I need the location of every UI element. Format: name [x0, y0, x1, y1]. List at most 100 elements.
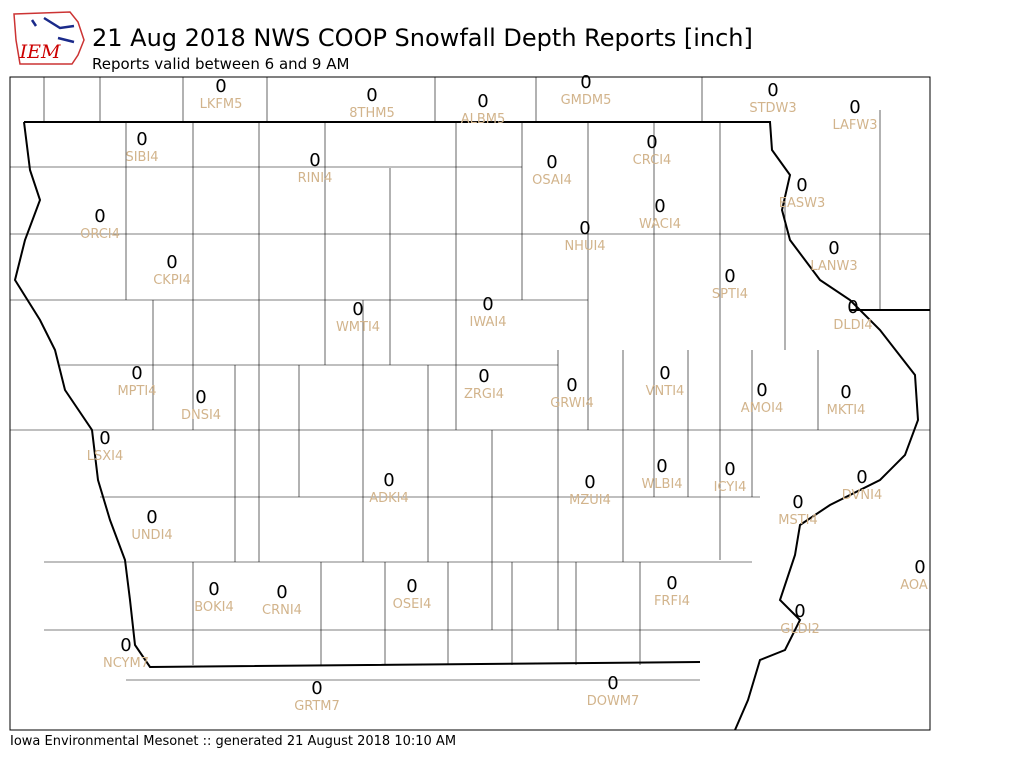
station-value: 0: [546, 152, 557, 173]
station-label: CRNI4: [262, 603, 302, 618]
station-value: 0: [383, 470, 394, 491]
station-value: 0: [724, 266, 735, 287]
station-label: ZRGI4: [464, 387, 504, 402]
station-value: 0: [856, 467, 867, 488]
station-label: FRFI4: [654, 594, 690, 609]
station-value: 0: [99, 428, 110, 449]
station-value: 0: [646, 132, 657, 153]
logo-shape: [13, 11, 85, 65]
logo-symbol: [30, 16, 75, 44]
iowa-border: [13, 121, 920, 731]
station-label: ALBM5: [461, 112, 506, 127]
station-value: 0: [94, 206, 105, 227]
station-value: 0: [656, 456, 667, 477]
subtitle: Reports valid between 6 and 9 AM: [92, 55, 349, 73]
basemap: [9, 76, 931, 731]
station-value: 0: [724, 459, 735, 480]
station-value: 0: [131, 363, 142, 384]
station-label: DVNI4: [842, 488, 883, 503]
station-label: NHUI4: [564, 239, 605, 254]
station-label: UNDI4: [131, 528, 172, 543]
station-label: GRWI4: [550, 396, 594, 411]
station-value: 0: [840, 382, 851, 403]
station-label: ICYI4: [714, 480, 747, 495]
station-value: 0: [828, 238, 839, 259]
logo-text: IEM: [19, 41, 61, 63]
title: 21 Aug 2018 NWS COOP Snowfall Depth Repo…: [92, 24, 753, 52]
station-value: 0: [666, 573, 677, 594]
station-label: LAFW3: [832, 118, 877, 133]
station-value: 0: [794, 601, 805, 622]
station-value: 0: [276, 582, 287, 603]
station-value: 0: [366, 85, 377, 106]
station-label: BOKI4: [194, 600, 234, 615]
station-label: MKTI4: [827, 403, 866, 418]
station-label: DLDI4: [833, 318, 872, 333]
county-lines: [10, 77, 930, 681]
footer: Iowa Environmental Mesonet :: generated …: [10, 734, 456, 749]
station-value: 0: [654, 196, 665, 217]
map-frame: [9, 76, 931, 731]
station-label: CRCI4: [633, 153, 672, 168]
station-value: 0: [309, 150, 320, 171]
station-value: 0: [566, 375, 577, 396]
station-value: 0: [120, 635, 131, 656]
station-label: VNTI4: [646, 384, 685, 399]
station-label: MZUI4: [569, 493, 611, 508]
station-label: RINI4: [298, 171, 333, 186]
station-label: OSAI4: [532, 173, 572, 188]
station-value: 0: [136, 129, 147, 150]
station-label: GMDM5: [561, 93, 612, 108]
station-value: 0: [580, 72, 591, 93]
station-label: ADKI4: [369, 491, 409, 506]
station-label: ORCI4: [80, 227, 120, 242]
station-label: GRTM7: [294, 699, 340, 714]
station-value: 0: [914, 557, 925, 578]
station-value: 0: [792, 492, 803, 513]
station-value: 0: [166, 252, 177, 273]
station-label: WMTI4: [336, 320, 380, 335]
station-value: 0: [796, 175, 807, 196]
station-value: 0: [756, 380, 767, 401]
station-label: 8THM5: [349, 106, 394, 121]
station-label: SIBI4: [125, 150, 158, 165]
station-label: WACI4: [639, 217, 681, 232]
station-label: LANW3: [810, 259, 857, 274]
station-label: STDW3: [749, 101, 796, 116]
station-value: 0: [482, 294, 493, 315]
station-value: 0: [215, 76, 226, 97]
station-value: 0: [477, 91, 488, 112]
station-label: AOA: [900, 578, 928, 593]
station-label: IWAI4: [470, 315, 507, 330]
station-value: 0: [208, 579, 219, 600]
station-label: DOWM7: [587, 694, 640, 709]
station-value: 0: [478, 366, 489, 387]
logo: IEM: [13, 11, 85, 65]
station-label: MPTI4: [117, 384, 156, 399]
station-value: 0: [584, 472, 595, 493]
station-value: 0: [767, 80, 778, 101]
station-value: 0: [352, 299, 363, 320]
station-value: 0: [607, 673, 618, 694]
station-label: MSTI4: [778, 513, 818, 528]
station-value: 0: [849, 97, 860, 118]
station-value: 0: [847, 297, 858, 318]
station-value: 0: [146, 507, 157, 528]
station-label: OSEI4: [393, 597, 432, 612]
station-label: AMOI4: [741, 401, 783, 416]
station-label: NCYM7: [103, 656, 149, 671]
station-label: CKPI4: [153, 273, 191, 288]
station-label: LKFM5: [200, 97, 243, 112]
station-label: SPTI4: [712, 287, 748, 302]
station-label: DNSI4: [181, 408, 221, 423]
station-label: GLDI2: [780, 622, 819, 637]
station-label: WLBI4: [641, 477, 682, 492]
station-value: 0: [311, 678, 322, 699]
station-value: 0: [579, 218, 590, 239]
station-value: 0: [195, 387, 206, 408]
station-value: 0: [406, 576, 417, 597]
station-label: EASW3: [779, 196, 825, 211]
